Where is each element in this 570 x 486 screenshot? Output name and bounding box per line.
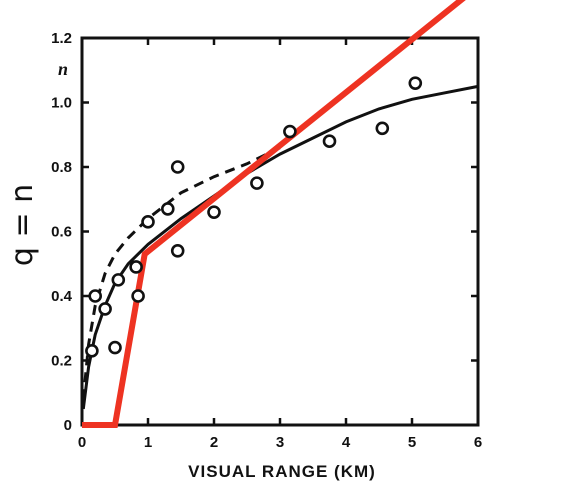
data-point	[88, 289, 102, 303]
data-point	[375, 121, 390, 136]
y-tick-label: 0.8	[51, 159, 72, 176]
data-point	[111, 273, 126, 287]
y-tick-label: 1.0	[51, 95, 72, 112]
x-tick-label: 0	[78, 434, 86, 451]
x-tick-label: 3	[276, 434, 284, 451]
x-axis-title: VISUAL RANGE (KM)	[188, 462, 376, 481]
y-tick-label: 0.2	[51, 353, 72, 370]
plot-frame	[80, 36, 480, 427]
dashed-curve	[81, 146, 281, 400]
data-point	[108, 340, 122, 355]
x-tick-label: 4	[342, 434, 351, 451]
data-point	[250, 176, 264, 190]
data-point	[141, 215, 155, 229]
data-point	[85, 344, 99, 358]
solid-curve	[81, 84, 479, 410]
y-tick-label: 0.4	[51, 288, 73, 305]
data-point	[131, 289, 145, 303]
y-tick-label: 0	[64, 417, 72, 434]
y-tick-label: 0.6	[51, 224, 72, 241]
data-point	[98, 302, 112, 316]
y-tick-label: 1.2	[51, 30, 72, 47]
x-tick-label: 1	[144, 434, 152, 451]
inner-y-label: n	[58, 59, 68, 79]
x-tick-label: 6	[474, 434, 482, 451]
data-point	[170, 244, 185, 258]
data-point	[408, 76, 423, 90]
y-axis-title: q = n	[5, 184, 40, 266]
red-overlay-line	[82, 0, 466, 428]
data-point	[170, 160, 185, 174]
data-point	[129, 260, 143, 274]
x-tick-label: 2	[210, 434, 218, 451]
data-point	[322, 134, 337, 148]
data-point	[207, 205, 221, 219]
data-point	[283, 124, 297, 139]
data-point	[161, 202, 175, 216]
x-tick-label: 5	[408, 434, 416, 451]
